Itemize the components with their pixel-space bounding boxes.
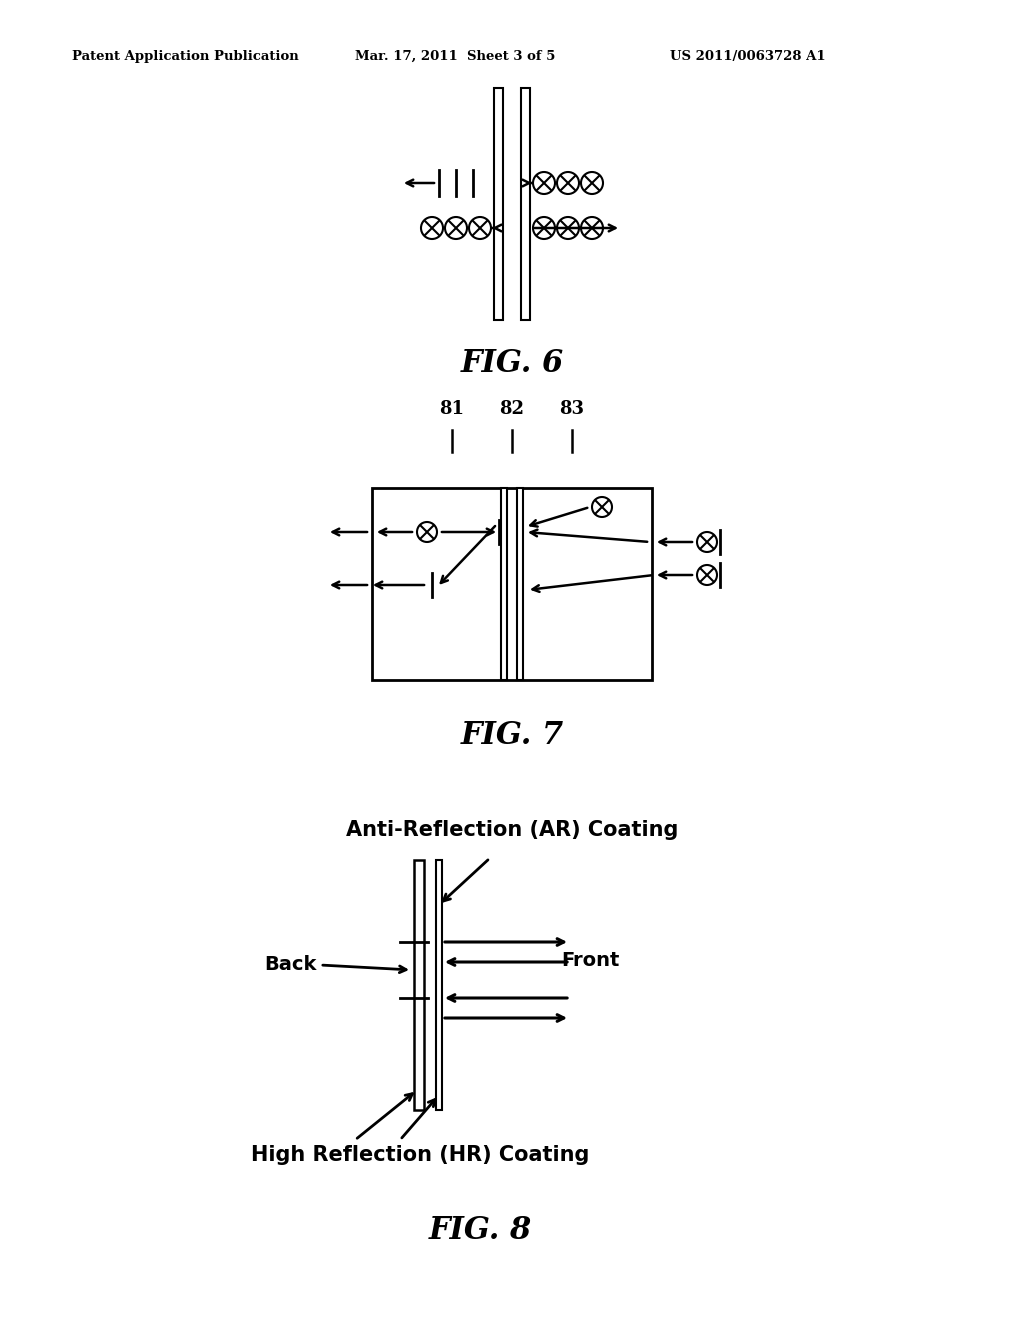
Text: FIG. 6: FIG. 6 (461, 348, 563, 379)
Text: Anti-Reflection (AR) Coating: Anti-Reflection (AR) Coating (346, 820, 678, 840)
Text: 83: 83 (559, 400, 585, 418)
Text: 82: 82 (500, 400, 524, 418)
Text: Patent Application Publication: Patent Application Publication (72, 50, 299, 63)
Bar (501, 488, 507, 680)
Text: Mar. 17, 2011  Sheet 3 of 5: Mar. 17, 2011 Sheet 3 of 5 (355, 50, 555, 63)
Text: High Reflection (HR) Coating: High Reflection (HR) Coating (251, 1144, 589, 1166)
Bar (372, 488, 652, 680)
Bar (436, 861, 442, 1110)
Bar (517, 488, 523, 680)
Bar (494, 88, 503, 319)
Text: US 2011/0063728 A1: US 2011/0063728 A1 (670, 50, 825, 63)
Text: Front: Front (561, 950, 620, 969)
Text: FIG. 8: FIG. 8 (428, 1214, 531, 1246)
Text: 81: 81 (439, 400, 465, 418)
Bar (521, 88, 530, 319)
Bar (414, 861, 424, 1110)
Text: Back: Back (264, 956, 316, 974)
Text: FIG. 7: FIG. 7 (461, 719, 563, 751)
